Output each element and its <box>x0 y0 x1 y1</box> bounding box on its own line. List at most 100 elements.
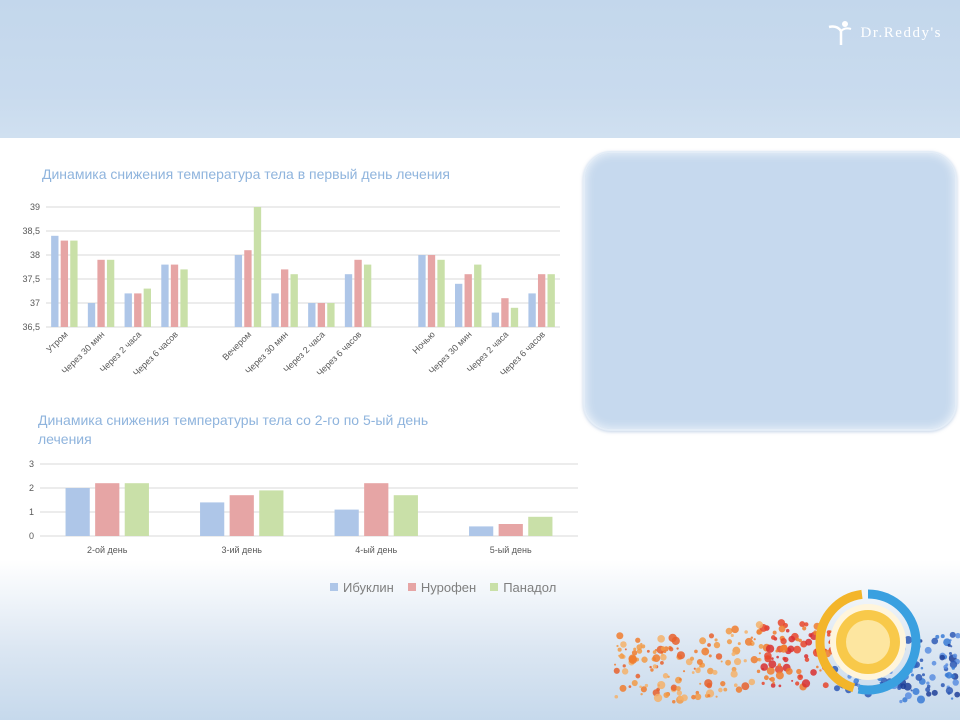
decor-dot <box>631 680 638 687</box>
decor-dot <box>929 674 936 681</box>
decor-dot <box>778 684 782 688</box>
decor-dot <box>904 635 913 644</box>
y-tick-label: 3 <box>29 459 34 469</box>
decor-dot <box>827 633 831 637</box>
legend-swatch-panadol <box>490 583 499 591</box>
decor-dot <box>750 656 758 664</box>
legend-label-nurofen: Нурофен <box>420 579 477 595</box>
legend-label-panadol: Панадол <box>503 579 557 595</box>
bar <box>344 274 353 327</box>
decor-dot <box>640 686 647 693</box>
decor-dot <box>706 682 712 689</box>
decor-dot <box>653 693 663 703</box>
decor-dot <box>668 633 677 643</box>
decor-dot <box>707 694 711 698</box>
decor-dot <box>781 644 788 651</box>
decor-dot <box>926 691 932 697</box>
decor-dot <box>926 684 931 689</box>
decor-dot <box>657 680 666 690</box>
decor-dot <box>777 619 786 627</box>
decor-dot <box>731 651 736 657</box>
decor-dot <box>954 691 960 698</box>
decor-dot <box>943 664 948 670</box>
decor-dot <box>955 632 960 639</box>
decor-dot <box>707 643 711 647</box>
decor-dot <box>947 643 951 647</box>
bar <box>70 240 78 327</box>
chart2-title: Динамика снижения температуры тела со 2-… <box>38 412 429 447</box>
bar <box>354 259 362 327</box>
decor-dot <box>730 670 738 678</box>
legend-swatch-ibuklin <box>330 583 338 591</box>
bar <box>180 269 188 327</box>
decor-dot <box>758 652 761 655</box>
x-tick-label: 2-ой день <box>87 545 128 555</box>
decor-dot <box>624 648 627 651</box>
decor-dot <box>756 669 761 674</box>
decor-dot <box>816 665 819 669</box>
chart1-title: Динамика снижения температура тела в пер… <box>42 166 450 182</box>
decor-dot <box>950 697 954 700</box>
decor-dot <box>619 684 627 692</box>
bar <box>95 483 120 536</box>
decor-dot <box>795 637 800 642</box>
decor-dot <box>805 638 813 646</box>
bar <box>437 259 445 327</box>
decor-dot <box>897 686 902 690</box>
bar <box>334 509 359 536</box>
decor-dot <box>735 686 743 693</box>
bar <box>170 264 179 327</box>
decor-dot <box>951 666 955 670</box>
decor-dot <box>650 668 654 672</box>
decor-dot <box>636 648 643 654</box>
decor-dot <box>931 637 939 645</box>
decor-dot <box>813 630 817 635</box>
y-tick-label: 37 <box>30 298 40 308</box>
decor-dot <box>633 647 637 651</box>
bar <box>454 283 463 327</box>
decor-dot <box>616 644 619 648</box>
decor-dot <box>761 681 765 685</box>
bar <box>134 293 142 327</box>
text-panel <box>583 151 957 431</box>
y-tick-label: 37,5 <box>22 274 40 284</box>
decor-dot <box>663 650 667 654</box>
bar <box>501 298 509 327</box>
decor-dot <box>924 646 932 654</box>
decor-dot <box>771 657 774 660</box>
decor-dot <box>660 661 664 665</box>
decor-dot <box>768 677 772 681</box>
decor-dot <box>691 671 695 674</box>
decor-dot <box>718 687 723 693</box>
decor-dot <box>925 687 931 693</box>
decor-dot <box>793 645 802 654</box>
decor-dot <box>772 630 777 635</box>
decor-dot <box>731 625 739 634</box>
decor-dot <box>778 625 786 633</box>
logo-text: Dr.Reddy's <box>860 24 942 41</box>
decor-dot <box>726 639 733 645</box>
decor-dot <box>770 683 776 688</box>
decor-dot <box>769 676 775 682</box>
bar <box>87 303 96 327</box>
decor-dot <box>748 678 756 686</box>
chart-legend: Ибуклин Нурофен Панадол <box>330 579 570 595</box>
decor-dot <box>622 664 626 668</box>
decor-dot <box>902 697 908 703</box>
bar <box>491 312 500 327</box>
decor-dot <box>753 638 756 641</box>
legend-swatch-nurofen <box>407 583 416 591</box>
decor-dot <box>672 700 676 704</box>
sun-emblem-icon <box>815 589 921 695</box>
decor-dot <box>819 669 822 672</box>
decor-dot <box>903 682 912 691</box>
decor-dot <box>826 630 831 635</box>
decor-dot <box>775 649 779 653</box>
decor-dot <box>772 681 775 685</box>
legend-item-nurofen: Нурофен <box>407 579 477 595</box>
decor-dot <box>915 674 923 681</box>
company-logo: Dr.Reddy's <box>827 18 942 48</box>
decor-dot <box>751 641 754 644</box>
y-tick-label: 2 <box>29 483 34 493</box>
